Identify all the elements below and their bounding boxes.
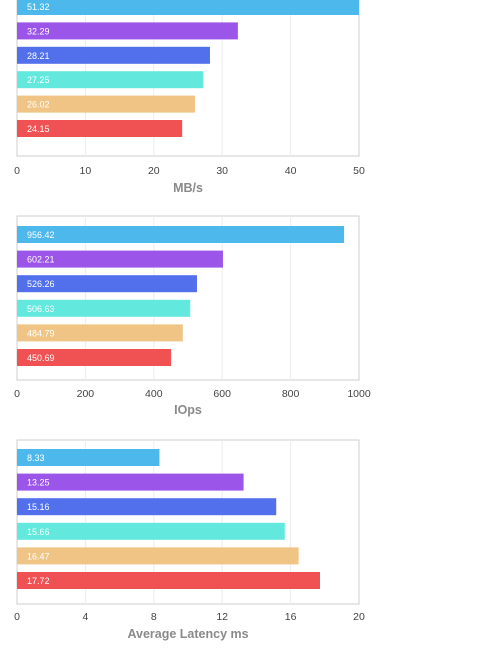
- data-label: 28.21: [27, 51, 50, 61]
- data-label: 32.29: [27, 26, 50, 36]
- bar: [17, 473, 244, 491]
- bar: [17, 547, 299, 565]
- bar: [17, 95, 195, 113]
- data-label: 16.47: [27, 551, 50, 561]
- x-tick-label: 16: [285, 611, 297, 623]
- data-label: 13.25: [27, 478, 50, 488]
- data-label: 602.21: [27, 255, 55, 265]
- x-tick-label: 400: [145, 388, 163, 400]
- chart-1: 51.32 32.29 28.21 27.25 26.02 24.15 0 10 20 30 40 5…: [14, 0, 365, 195]
- bar: [17, 299, 191, 317]
- bar: [17, 46, 210, 64]
- x-tick-label: 30: [216, 165, 228, 177]
- chart-3: 8.33 13.25 15.16 15.66 16.47 17.72 0 4 8 12 16 20 Av…: [14, 439, 365, 641]
- bar: [17, 226, 345, 243]
- bar: [17, 22, 238, 40]
- bar: [17, 120, 183, 137]
- bar: [17, 349, 172, 366]
- x-tick-label: 20: [353, 611, 365, 623]
- x-tick-label: 800: [282, 388, 300, 400]
- x-tick-label: 600: [213, 388, 231, 400]
- x-tick-label: 0: [14, 165, 20, 177]
- data-label: 26.02: [27, 100, 50, 110]
- data-label: 8.33: [27, 453, 45, 463]
- bar: [17, 449, 160, 466]
- x-axis-title: MB/s: [173, 181, 203, 195]
- bar: [17, 275, 197, 293]
- x-tick-label: 8: [151, 611, 157, 623]
- x-tick-label: 0: [14, 611, 20, 623]
- chart-2: 956.42 602.21 526.26 506.63 484.79 450.69 0 200…: [14, 215, 371, 417]
- data-label: 956.42: [27, 230, 55, 240]
- data-label: 484.79: [27, 328, 55, 338]
- data-label: 27.25: [27, 75, 50, 85]
- bar: [17, 522, 285, 540]
- data-label: 526.26: [27, 279, 55, 289]
- data-label: 15.16: [27, 502, 50, 512]
- data-label: 15.66: [27, 527, 50, 537]
- x-tick-label: 4: [82, 611, 88, 623]
- bar: [17, 572, 321, 589]
- x-tick-label: 200: [77, 388, 95, 400]
- data-label: 24.15: [27, 124, 50, 134]
- data-label: 51.32: [27, 2, 50, 12]
- data-label: 506.63: [27, 304, 55, 314]
- bar: [17, 498, 277, 516]
- data-label: 450.69: [27, 353, 55, 363]
- bar: [17, 324, 183, 342]
- bar: [17, 71, 204, 89]
- x-tick-label: 0: [14, 388, 20, 400]
- x-tick-label: 12: [216, 611, 228, 623]
- x-tick-label: 20: [148, 165, 160, 177]
- bar: [17, 250, 223, 268]
- data-label: 17.72: [27, 576, 50, 586]
- bar: [17, 0, 359, 15]
- x-axis-title: Average Latency ms: [127, 627, 248, 641]
- x-tick-label: 50: [353, 165, 365, 177]
- x-tick-label: 10: [80, 165, 92, 177]
- x-tick-label: 40: [285, 165, 297, 177]
- x-axis-title: IOps: [174, 403, 202, 417]
- x-tick-label: 1000: [347, 388, 371, 400]
